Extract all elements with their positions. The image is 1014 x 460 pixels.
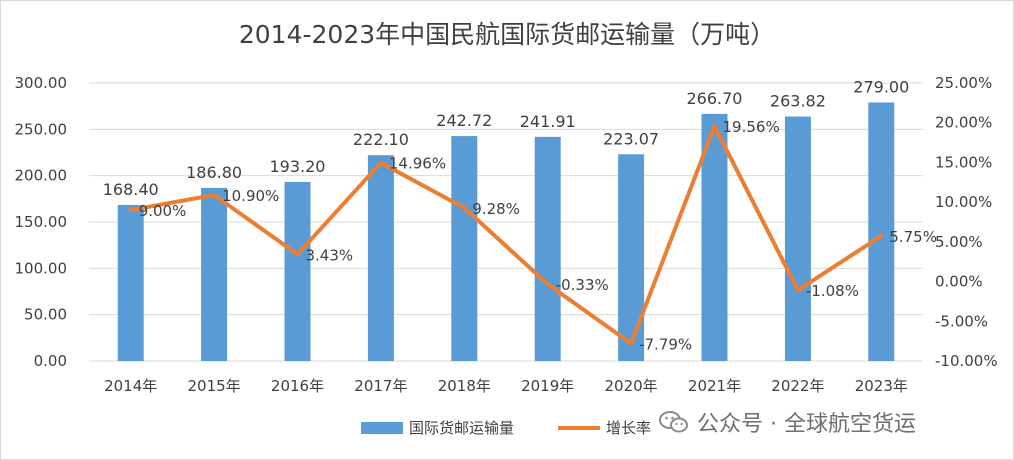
y-left-tick-label: 50.00 (24, 306, 67, 324)
y-right-tick-label: 5.00% (935, 233, 983, 251)
bar-data-label: 222.10 (353, 130, 409, 149)
bar (367, 155, 394, 361)
bar-data-label: 186.80 (186, 163, 242, 182)
x-tick-label: 2014年 (104, 377, 157, 395)
legend: 国际货邮运输量 增长率 (361, 417, 695, 438)
y-left-tick-label: 250.00 (15, 120, 68, 138)
y-left-tick-label: 300.00 (15, 74, 68, 92)
bar-data-label: 241.91 (520, 112, 576, 131)
line-data-label: 9.00% (139, 202, 187, 220)
line-point (879, 233, 884, 238)
bar-data-label: 168.40 (103, 180, 159, 199)
bar (284, 181, 311, 361)
bar-data-label: 242.72 (436, 111, 492, 130)
bar-data-label: 266.70 (687, 89, 743, 108)
line-point (545, 282, 550, 287)
x-tick-label: 2016年 (271, 377, 324, 395)
bar (201, 187, 228, 361)
growth-line (128, 124, 884, 346)
x-tick-label: 2017年 (354, 377, 407, 395)
legend-label-bar: 国际货邮运输量 (409, 419, 515, 437)
bar (534, 136, 561, 361)
bar (868, 102, 895, 362)
bar-data-label: 223.07 (603, 129, 659, 148)
line-point (795, 288, 800, 293)
x-tick-label: 2015年 (188, 377, 241, 395)
y-right-tick-label: 15.00% (935, 153, 992, 171)
y-right-tick-label: 0.00% (935, 273, 983, 291)
wechat-icon (659, 411, 688, 433)
line-data-label: -0.33% (556, 276, 609, 294)
x-tick-label: 2020年 (605, 377, 658, 395)
bar (451, 136, 478, 361)
x-tick-label: 2018年 (438, 377, 491, 395)
y-right-tick-label: 25.00% (935, 74, 992, 92)
line-point (629, 341, 634, 346)
line-data-label: -1.08% (806, 282, 859, 300)
y-left-tick-label: 100.00 (15, 259, 68, 277)
bar (701, 113, 728, 361)
line-data-label: 9.28% (472, 200, 520, 218)
bar (618, 154, 645, 361)
line-data-label: 14.96% (389, 155, 446, 173)
y-left-tick-label: 150.00 (15, 213, 68, 231)
line-data-label: 19.56% (723, 118, 780, 136)
line-point (712, 124, 717, 129)
legend-swatch-bar (361, 421, 403, 434)
y-right-tick-label: 20.00% (935, 114, 992, 132)
line-data-label: 10.90% (222, 187, 279, 205)
y-left-tick-label: 200.00 (15, 167, 68, 185)
line-point (378, 160, 383, 165)
line-point (212, 192, 217, 197)
line-data-label: 5.75% (889, 228, 937, 246)
line-point (462, 205, 467, 210)
line-point (295, 252, 300, 257)
x-tick-label: 2023年 (855, 377, 908, 395)
y-right-tick-label: 10.00% (935, 193, 992, 211)
line-data-label: -7.79% (639, 335, 692, 353)
y-right-tick-label: -10.00% (935, 352, 998, 370)
bar-data-label: 193.20 (270, 157, 326, 176)
watermark-text: 公众号 · 全球航空货运 (697, 412, 916, 437)
legend-item-line: 增长率 (558, 417, 651, 438)
bar-data-label: 263.82 (770, 92, 826, 111)
bar (117, 204, 144, 361)
line-point (128, 208, 133, 213)
bar (784, 116, 811, 362)
y-left-tick-label: 0.00 (34, 352, 67, 370)
x-tick-label: 2021年 (688, 377, 741, 395)
legend-item-bar: 国际货邮运输量 (361, 417, 514, 438)
watermark: 公众号 · 全球航空货运 (653, 404, 922, 440)
x-tick-label: 2022年 (771, 377, 824, 395)
legend-swatch-line (558, 425, 601, 430)
chart-title: 2014-2023年中国民航国际货邮运输量（万吨） (238, 20, 776, 49)
legend-label-line: 增长率 (606, 419, 652, 437)
line-data-label: 3.43% (306, 246, 354, 264)
bar-data-label: 279.00 (853, 77, 909, 96)
y-right-tick-label: -5.00% (935, 312, 988, 330)
x-tick-label: 2019年 (521, 377, 574, 395)
